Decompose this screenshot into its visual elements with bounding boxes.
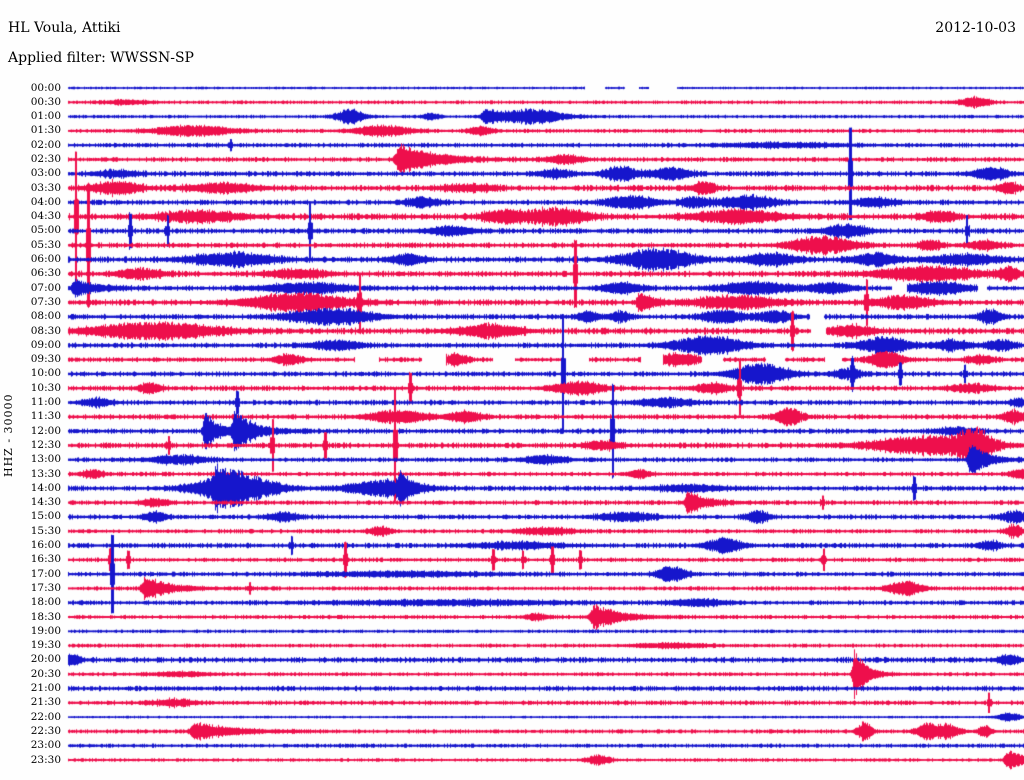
time-label: 07:30 [30,295,61,308]
time-label: 00:30 [30,95,61,108]
time-label: 11:00 [30,396,61,409]
time-label: 03:30 [30,181,61,194]
time-label: 08:00 [30,310,61,323]
time-label: 00:00 [30,81,61,94]
time-label: 12:00 [30,424,61,437]
time-label: 14:30 [30,496,61,509]
time-label: 22:30 [30,724,61,737]
station-title: HL Voula, Attiki [8,20,121,36]
time-label: 01:00 [30,110,61,123]
time-label: 17:30 [30,581,61,594]
time-label: 14:00 [30,481,61,494]
time-label: 07:00 [30,281,61,294]
time-axis: 00:00 00:30 01:00 01:30 02:00 02:30 03:00 03:30… [0,0,62,780]
time-label: 10:30 [30,381,61,394]
time-label: 21:00 [30,682,61,694]
time-label: 23:00 [30,739,61,752]
time-label: 20:00 [30,653,61,666]
time-label: 02:00 [30,138,61,151]
time-label: 19:30 [30,639,61,652]
time-label: 11:30 [30,410,61,423]
time-label: 05:30 [30,238,61,251]
time-label: 16:00 [30,539,61,552]
time-label: 20:30 [30,667,61,680]
time-label: 22:00 [30,710,61,723]
time-label: 05:00 [30,224,61,237]
time-label: 04:00 [30,195,61,208]
time-label: 09:00 [30,338,61,351]
time-label: 18:30 [30,610,61,623]
time-label: 19:00 [30,624,61,637]
time-label: 06:00 [30,253,61,266]
time-label: 03:00 [30,167,61,180]
time-label: 04:30 [30,210,61,223]
time-label: 15:00 [30,510,61,523]
time-label: 21:30 [30,696,61,709]
filter-label: Applied filter: WWSSN-SP [8,50,194,66]
time-label: 01:30 [30,124,61,137]
time-label: 16:30 [30,553,61,566]
time-label: 17:00 [30,567,61,580]
time-label: 15:30 [30,524,61,537]
time-label: 13:00 [30,453,61,466]
time-label: 18:00 [30,596,61,609]
time-label: 13:30 [30,467,61,480]
time-label: 23:30 [30,753,61,766]
time-label: 06:30 [30,267,61,280]
time-label: 08:30 [30,324,61,337]
time-label: 09:30 [30,353,61,366]
time-label: 12:30 [30,438,61,451]
record-date: 2012-10-03 [935,20,1016,36]
time-label: 10:00 [30,367,61,380]
time-label: 02:30 [30,152,61,165]
